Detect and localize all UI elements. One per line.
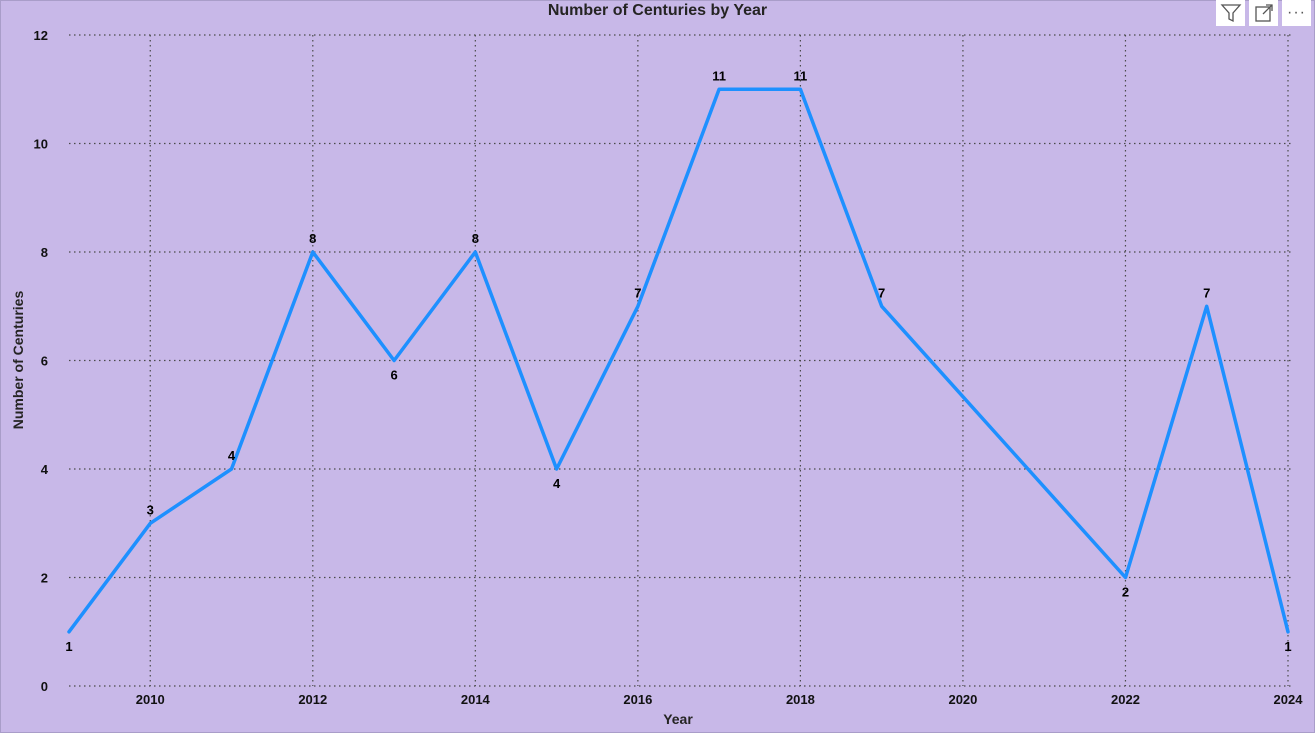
x-axis-title: Year — [663, 711, 693, 727]
chart-title: Number of Centuries by Year — [547, 2, 768, 19]
filter-icon[interactable] — [1216, 0, 1245, 26]
data-label: 4 — [553, 476, 561, 491]
x-tick-label: 2010 — [136, 692, 165, 707]
data-label: 3 — [147, 502, 154, 517]
focus-mode-icon[interactable] — [1249, 0, 1278, 26]
data-label: 8 — [309, 231, 316, 246]
x-tick-label: 2012 — [298, 692, 327, 707]
y-tick-label: 10 — [34, 137, 48, 152]
data-label: 6 — [390, 368, 397, 383]
data-label: 11 — [794, 68, 808, 83]
data-label: 7 — [878, 285, 885, 300]
y-axis-title: Number of Centuries — [10, 291, 26, 430]
x-tick-label: 2014 — [461, 692, 491, 707]
data-label: 1 — [65, 639, 72, 654]
data-label: 2 — [1122, 585, 1129, 600]
y-tick-label: 4 — [41, 462, 49, 477]
x-tick-label: 2020 — [948, 692, 977, 707]
y-tick-label: 2 — [41, 571, 48, 586]
series-line — [67, 87, 1290, 634]
data-label: 8 — [472, 231, 479, 246]
data-label: 4 — [228, 448, 236, 463]
more-options-label: ··· — [1287, 4, 1306, 21]
data-label: 7 — [1203, 285, 1210, 300]
more-options-icon[interactable]: ··· — [1282, 0, 1311, 26]
y-tick-label: 12 — [34, 28, 48, 43]
x-tick-label: 2016 — [623, 692, 652, 707]
data-label: 1 — [1284, 639, 1291, 654]
x-tick-label: 2022 — [1111, 692, 1140, 707]
y-tick-label: 8 — [41, 245, 48, 260]
visual-header-toolbar: ··· — [1216, 0, 1311, 26]
data-label: 7 — [634, 285, 641, 300]
data-label: 11 — [712, 68, 726, 83]
y-tick-label: 6 — [41, 354, 48, 369]
x-tick-label: 2018 — [786, 692, 815, 707]
x-tick-label: 2024 — [1274, 692, 1304, 707]
y-tick-label: 0 — [41, 679, 48, 694]
